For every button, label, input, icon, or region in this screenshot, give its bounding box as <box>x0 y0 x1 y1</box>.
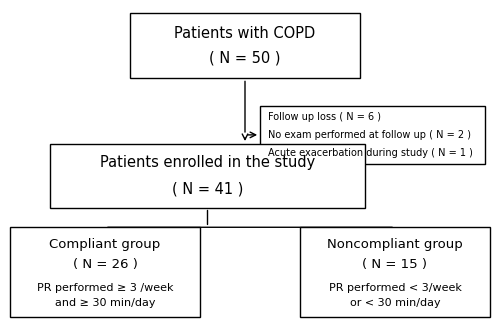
Text: ( N = 15 ): ( N = 15 ) <box>362 258 428 270</box>
Text: ( N = 50 ): ( N = 50 ) <box>209 51 281 66</box>
Text: ( N = 26 ): ( N = 26 ) <box>72 258 138 270</box>
Text: and ≥ 30 min/day: and ≥ 30 min/day <box>55 298 155 308</box>
Text: or < 30 min/day: or < 30 min/day <box>350 298 440 308</box>
FancyBboxPatch shape <box>130 13 360 78</box>
Text: Patients enrolled in the study: Patients enrolled in the study <box>100 155 315 170</box>
Text: PR performed < 3/week: PR performed < 3/week <box>328 283 462 293</box>
FancyBboxPatch shape <box>50 144 365 208</box>
Text: Follow up loss ( N = 6 ): Follow up loss ( N = 6 ) <box>268 112 380 122</box>
Text: Patients with COPD: Patients with COPD <box>174 26 316 41</box>
Text: No exam performed at follow up ( N = 2 ): No exam performed at follow up ( N = 2 ) <box>268 130 470 140</box>
FancyBboxPatch shape <box>260 106 485 164</box>
Text: Noncompliant group: Noncompliant group <box>327 238 463 251</box>
Text: Compliant group: Compliant group <box>50 238 160 251</box>
FancyBboxPatch shape <box>300 227 490 317</box>
Text: Acute exacerbation during study ( N = 1 ): Acute exacerbation during study ( N = 1 … <box>268 148 472 158</box>
Text: PR performed ≥ 3 /week: PR performed ≥ 3 /week <box>37 283 173 293</box>
Text: ( N = 41 ): ( N = 41 ) <box>172 181 243 196</box>
FancyBboxPatch shape <box>10 227 200 317</box>
